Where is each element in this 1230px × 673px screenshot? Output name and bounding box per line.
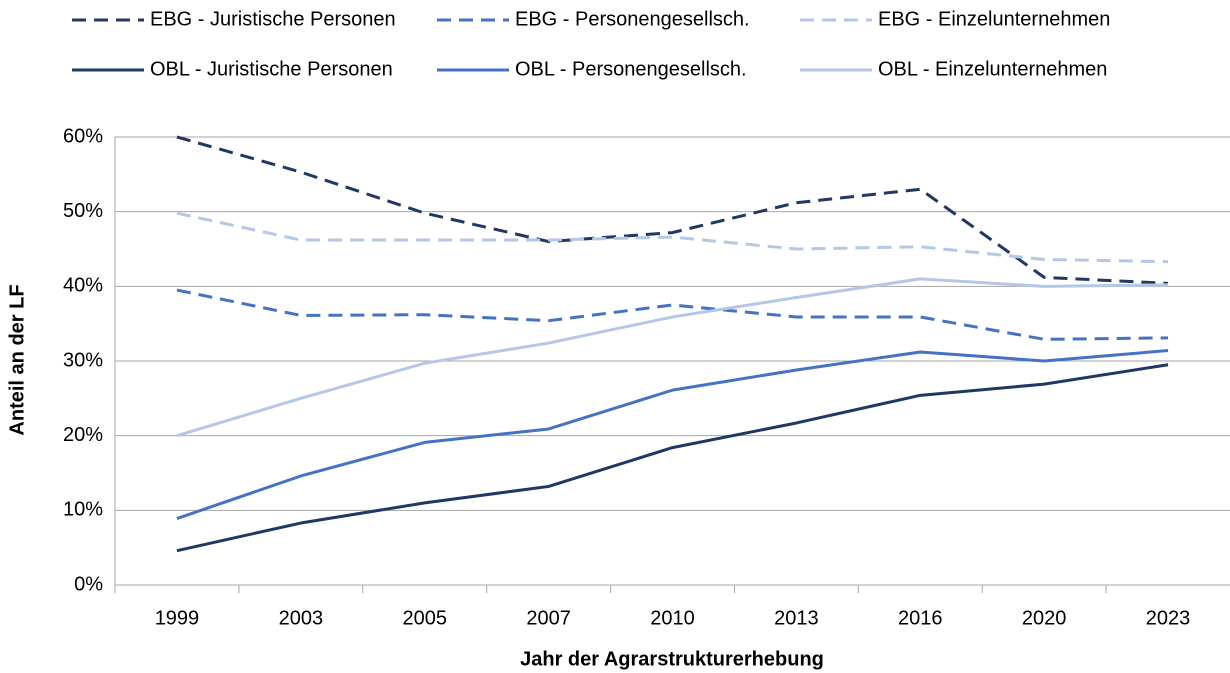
legend-label: EBG - Einzelunternehmen <box>878 8 1110 30</box>
legend-label: OBL - Juristische Personen <box>150 58 393 80</box>
line-series <box>176 288 1169 341</box>
x-tick-label: 2020 <box>1022 607 1067 629</box>
x-tick-label: 2005 <box>402 607 447 629</box>
y-tick-label: 40% <box>63 275 103 297</box>
line-series <box>176 363 1169 553</box>
x-tick-label: 2010 <box>650 607 695 629</box>
y-tick-label: 10% <box>63 499 103 521</box>
y-axis-label: Anteil an der LF <box>6 284 28 435</box>
x-tick-label: 2023 <box>1146 607 1191 629</box>
x-tick-label: 2007 <box>526 607 571 629</box>
y-tick-label: 60% <box>63 125 103 147</box>
line-series <box>176 135 1169 285</box>
x-tick-label: 1999 <box>155 607 200 629</box>
y-tick-label: 20% <box>63 424 103 446</box>
legend-label: OBL - Personengesellsch. <box>515 58 747 80</box>
legend-label: OBL - Einzelunternehmen <box>878 58 1107 80</box>
line-series <box>176 349 1169 520</box>
x-tick-label: 2016 <box>898 607 943 629</box>
y-tick-label: 0% <box>74 573 103 595</box>
x-axis-label: Jahr der Agrarstrukturerhebung <box>520 648 824 670</box>
y-tick-label: 30% <box>63 349 103 371</box>
legend-label: EBG - Personengesellsch. <box>515 8 750 30</box>
line-series <box>176 277 1169 438</box>
legend-label: EBG - Juristische Personen <box>150 8 396 30</box>
line-series <box>176 211 1169 264</box>
y-tick-label: 50% <box>63 200 103 222</box>
x-tick-label: 2013 <box>774 607 819 629</box>
x-tick-label: 2003 <box>279 607 324 629</box>
